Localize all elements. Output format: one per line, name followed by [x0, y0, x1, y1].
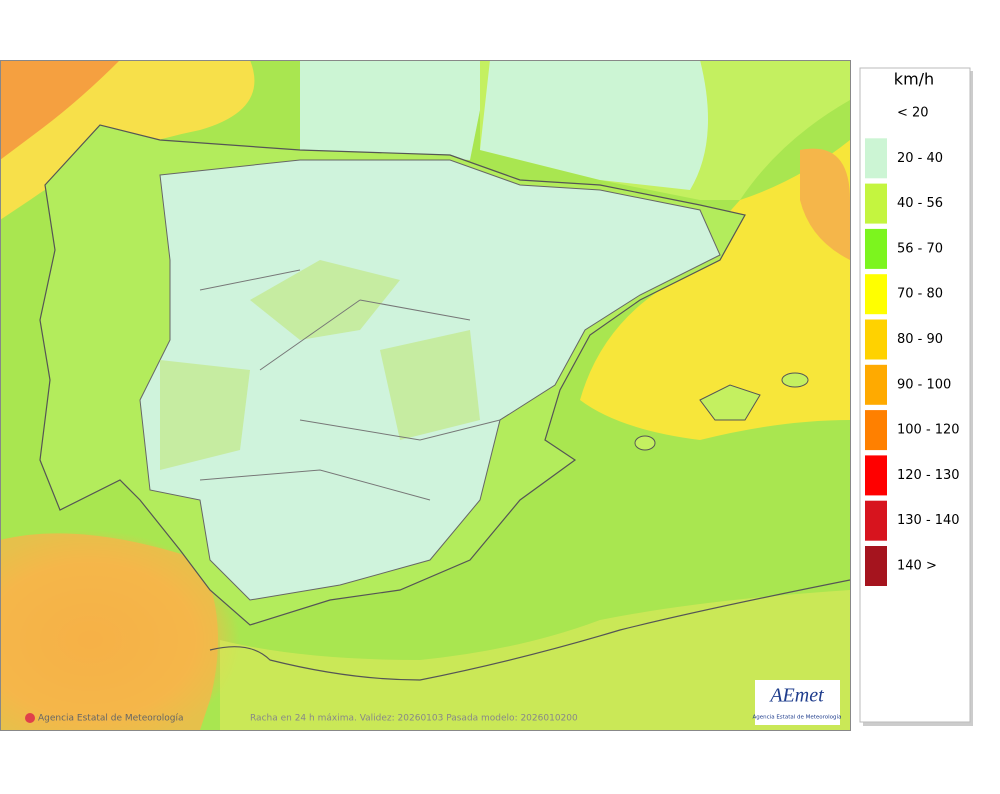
logo-box [755, 680, 840, 725]
legend-swatch [865, 138, 887, 179]
legend-label: 100 - 120 [897, 423, 960, 438]
legend-swatch [865, 319, 887, 360]
legend-swatch [865, 455, 887, 496]
map-frame [0, 60, 851, 731]
legend-items: < 20 20 - 40 40 - 56 56 - 70 70 - 80 80 - 90 9… [865, 106, 960, 586]
legend-label: 80 - 90 [897, 332, 943, 347]
map: Agencia Estatal de Meteorología Racha en… [0, 60, 850, 730]
legend-label: 140 > [897, 559, 937, 574]
legend-swatch [865, 364, 887, 405]
logo-name: AEmet [768, 685, 824, 707]
legend-swatch [865, 274, 887, 315]
sea-area [800, 148, 850, 260]
border-lines [199, 269, 501, 501]
logo-subtitle: Agencia Estatal de Meteorología [753, 714, 842, 721]
legend-label: < 20 [897, 106, 929, 121]
legend-label: 56 - 70 [897, 241, 943, 256]
legend-swatch [865, 500, 887, 541]
legend-label: 130 - 140 [897, 513, 960, 528]
credit: Agencia Estatal de Meteorología [38, 714, 184, 724]
sea-area [580, 140, 850, 440]
island [781, 372, 809, 388]
legend-label: 120 - 130 [897, 468, 960, 483]
legend-swatch [865, 546, 887, 586]
legend-label: 20 - 40 [897, 151, 943, 166]
legend-label: 40 - 56 [897, 196, 943, 211]
region-patch [160, 260, 480, 470]
sea-area [0, 533, 218, 730]
legend-title: km/h [894, 70, 934, 89]
legend-swatch [865, 183, 887, 224]
legend-label: 70 - 80 [897, 287, 943, 302]
legend-swatch [865, 410, 887, 451]
sea-area [480, 60, 708, 190]
island [699, 384, 761, 421]
legend-swatch [865, 228, 887, 269]
credit-icon [25, 713, 35, 723]
africa-coast [209, 579, 850, 681]
sea-area [300, 60, 490, 160]
caption: Racha en 24 h máxima. Validez: 20260103 … [250, 714, 578, 724]
sea-area [0, 60, 120, 160]
legend-label: 90 - 100 [897, 377, 951, 392]
sea-area [220, 590, 850, 730]
island [634, 435, 656, 451]
